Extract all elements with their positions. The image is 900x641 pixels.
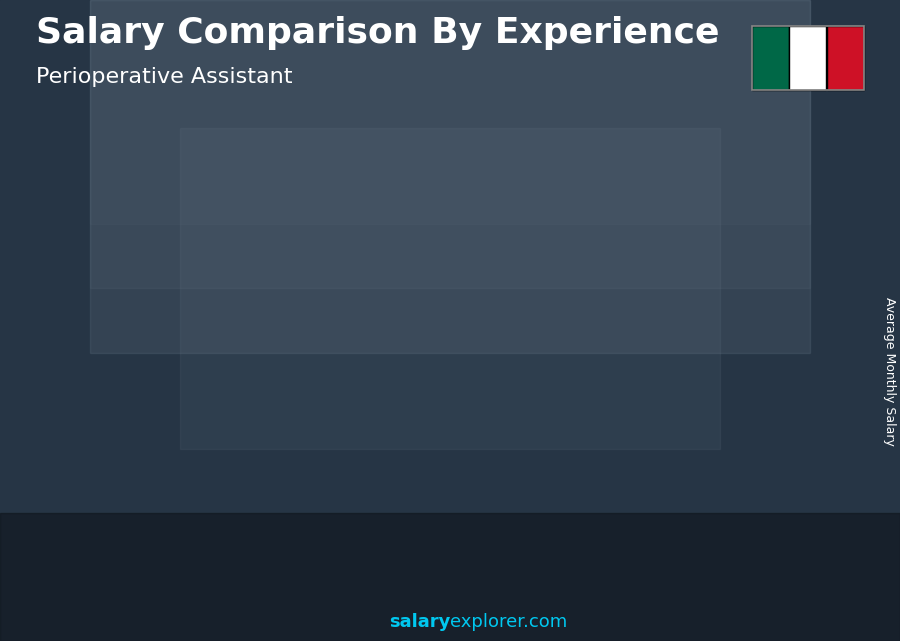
Text: explorer.com: explorer.com	[450, 613, 567, 631]
Text: salary: salary	[389, 613, 450, 631]
Bar	[341, 326, 350, 558]
Bar	[136, 427, 145, 558]
Bar	[90, 0, 810, 224]
Text: +7%: +7%	[667, 106, 723, 126]
Text: Salary Comparison By Experience: Salary Comparison By Experience	[36, 16, 719, 50]
Text: 43,100 MXN: 43,100 MXN	[441, 259, 554, 277]
Text: +19%: +19%	[400, 191, 472, 212]
Bar	[593, 260, 668, 558]
Text: 20,400 MXN: 20,400 MXN	[53, 404, 166, 422]
Text: 27,000 MXN: 27,000 MXN	[183, 362, 295, 380]
Bar	[90, 0, 810, 288]
Bar	[722, 238, 797, 558]
Bar	[266, 385, 274, 558]
Text: Average Monthly Salary: Average Monthly Salary	[883, 297, 896, 446]
Bar	[782, 238, 791, 558]
Bar	[205, 385, 280, 558]
Text: 36,200 MXN: 36,200 MXN	[311, 303, 425, 321]
Bar	[83, 427, 92, 558]
Text: Perioperative Assistant: Perioperative Assistant	[36, 67, 292, 87]
Bar	[652, 260, 662, 558]
Bar	[212, 385, 221, 558]
Bar	[180, 128, 720, 449]
Bar	[394, 326, 403, 558]
Bar	[524, 281, 533, 558]
Bar	[464, 281, 538, 558]
Text: +34%: +34%	[272, 258, 343, 278]
Text: +8%: +8%	[537, 147, 594, 167]
Bar	[729, 238, 738, 558]
Text: +32%: +32%	[142, 336, 214, 356]
Bar	[0, 513, 900, 641]
Bar	[471, 281, 480, 558]
Bar	[335, 326, 410, 558]
Text: 49,900 MXN: 49,900 MXN	[699, 215, 812, 233]
Text: 46,500 MXN: 46,500 MXN	[570, 237, 683, 255]
Bar	[599, 260, 608, 558]
Bar	[76, 427, 151, 558]
Bar	[90, 0, 810, 353]
